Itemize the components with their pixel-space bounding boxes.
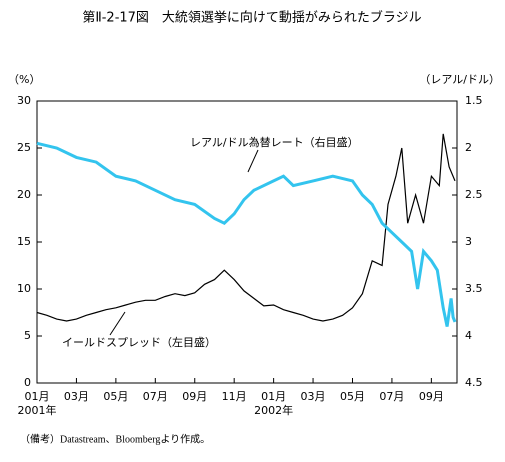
x-tick-label: 01月 (25, 390, 50, 403)
x-tick-label: 09月 (182, 390, 207, 403)
label-leader (109, 311, 126, 336)
y2-tick-label: 3 (465, 235, 472, 248)
y2-tick-label: 2 (465, 141, 472, 154)
chart-title: 第Ⅱ-2-17図 大統領選挙に向けて動揺がみられたブラジル (82, 10, 421, 26)
label-leader (247, 149, 259, 173)
y2-tick-label: 3.5 (465, 282, 483, 295)
x-tick-label: 03月 (64, 390, 89, 403)
series-line (36, 141, 457, 327)
x-tick-label: 07月 (379, 390, 404, 403)
x-tick-label: 01月 (261, 390, 286, 403)
x-tick-label: 11月 (222, 390, 247, 403)
y-tick-label: 20 (17, 188, 31, 201)
x-year-label: 2001年 (18, 403, 57, 417)
y-axis-label: （%） (8, 73, 40, 86)
x-tick-label: 05月 (103, 390, 128, 403)
series-label: レアル/ドル為替レート（右目盛） (190, 135, 359, 149)
y2-tick-label: 1.5 (465, 94, 483, 107)
y-tick-label: 30 (17, 94, 31, 107)
y2-tick-label: 4.5 (465, 376, 483, 389)
y-tick-label: 25 (17, 141, 31, 154)
y2-tick-label: 4 (465, 329, 472, 342)
note: （備考）Datastream、Bloombergより作成。 (20, 432, 210, 445)
y2-tick-label: 2.5 (465, 188, 483, 201)
y-tick-label: 15 (17, 235, 31, 248)
series-label: イールドスプレッド（左目盛） (62, 335, 216, 349)
series-line (36, 133, 456, 322)
x-tick-label: 05月 (340, 390, 365, 403)
x-tick-label: 07月 (143, 390, 168, 403)
x-tick-label: 09月 (419, 390, 444, 403)
y-tick-label: 0 (24, 376, 31, 389)
x-tick-label: 03月 (301, 390, 326, 403)
y-tick-label: 10 (17, 282, 31, 295)
y2-axis-label: （レアル/ドル） (419, 73, 500, 86)
y-tick-label: 5 (24, 329, 31, 342)
x-year-label: 2002年 (254, 403, 293, 417)
